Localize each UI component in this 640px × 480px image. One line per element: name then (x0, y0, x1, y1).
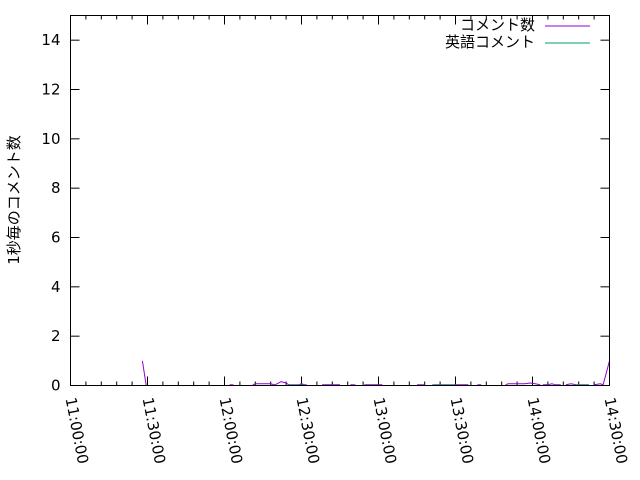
x-tick-label: 13:00:00 (370, 396, 401, 466)
series-0-line-segment (542, 383, 561, 386)
y-tick-label: 14 (41, 31, 60, 49)
y-tick-label: 2 (51, 327, 61, 345)
y-tick-label: 0 (51, 377, 61, 395)
legend-label-0: コメント数 (460, 16, 535, 34)
y-tick-label: 4 (51, 278, 61, 296)
plot-border (70, 15, 610, 386)
x-tick-labels: 11:00:00 11:30:00 12:00:00 12:30:00 13:00:00… (62, 396, 632, 466)
y-tick-label: 8 (51, 179, 61, 197)
series-0-line-segment (505, 382, 541, 386)
y-axis-label: 1秒毎のコメント数 (5, 135, 23, 265)
series-0-line-segment (594, 360, 610, 386)
x-tick-label: 13:30:00 (447, 396, 478, 466)
x-tick-label: 14:30:00 (601, 396, 632, 466)
axis-ticks (70, 15, 610, 386)
x-tick-label: 12:30:00 (293, 396, 324, 466)
y-tick-label: 10 (41, 130, 60, 148)
y-tick-labels: 0 2 4 6 8 10 12 14 (41, 31, 60, 394)
series-0-line-segment (252, 381, 307, 386)
x-tick-label: 12:00:00 (216, 396, 247, 466)
x-tick-label: 14:00:00 (524, 396, 555, 466)
x-tick-label: 11:00:00 (62, 396, 93, 466)
legend-label-1: 英語コメント (445, 33, 535, 51)
x-tick-label: 11:30:00 (139, 396, 170, 466)
legend: コメント数 英語コメント (445, 16, 590, 51)
series-lines (141, 360, 610, 386)
y-tick-label: 6 (51, 229, 61, 247)
y-tick-label: 12 (41, 81, 60, 99)
series-0-line-segment (141, 360, 147, 386)
